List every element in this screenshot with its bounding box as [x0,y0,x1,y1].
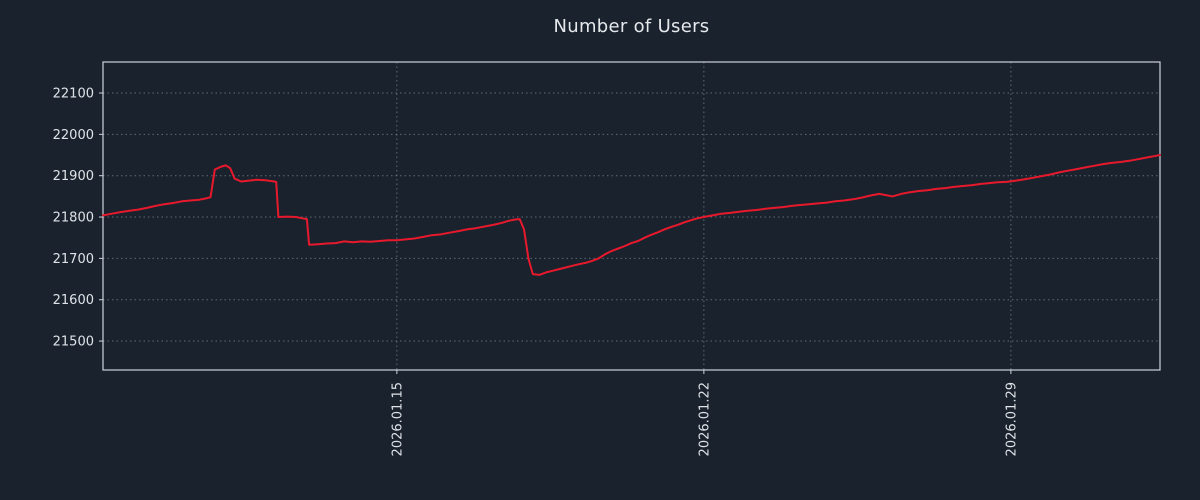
y-tick-label: 22100 [53,87,94,102]
x-tick-label: 2026.01.15 [390,382,405,456]
chart-title: Number of Users [553,16,710,37]
y-tick-label: 21800 [53,211,94,226]
x-tick-label: 2026.01.22 [697,382,712,456]
x-tick-label: 2026.01.29 [1004,382,1019,456]
plot-border [102,61,1161,371]
series-line-number-of-users [102,154,1161,276]
y-tick-label: 21500 [53,335,94,350]
y-tick-label: 21900 [53,169,94,184]
y-tick-label: 21700 [53,252,94,267]
y-tick-label: 22000 [53,128,94,143]
y-tick-label: 21600 [53,293,94,308]
